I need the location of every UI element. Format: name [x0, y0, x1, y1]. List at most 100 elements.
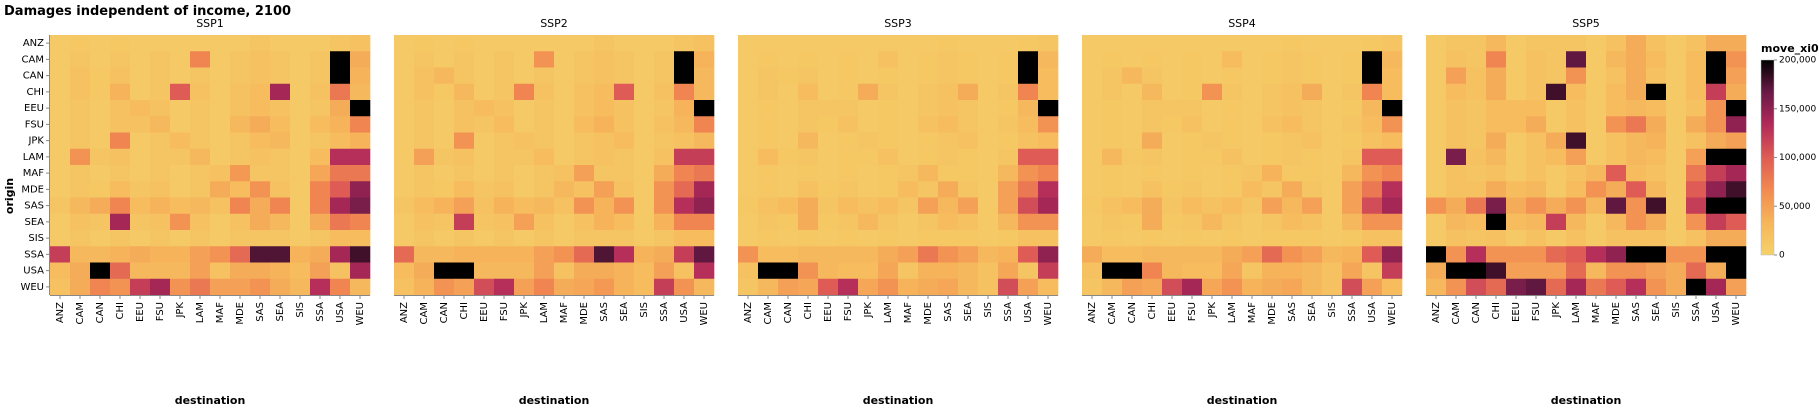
heatmap-cell	[210, 83, 231, 101]
heatmap-cell	[1686, 262, 1707, 280]
heatmap-cell	[1666, 230, 1687, 247]
heatmap-cell	[1342, 262, 1363, 280]
heatmap-cell	[1486, 165, 1507, 182]
heatmap-cell	[1302, 213, 1323, 231]
heatmap-cell	[434, 262, 455, 280]
heatmap-cell	[1706, 197, 1727, 215]
heatmap-cell	[1362, 278, 1383, 296]
heatmap-cell	[270, 278, 291, 296]
heatmap-cell	[1122, 230, 1143, 247]
heatmap-cell	[1426, 35, 1447, 52]
heatmap-cell	[1486, 51, 1507, 68]
heatmap-cell	[554, 246, 575, 263]
heatmap-cell	[434, 278, 455, 296]
heatmap-cell	[514, 197, 535, 215]
heatmap-cell	[758, 165, 779, 182]
heatmap-cell	[858, 230, 879, 247]
heatmap-cell	[998, 35, 1019, 52]
heatmap-cell	[1362, 230, 1383, 247]
heatmap-cell	[1322, 67, 1343, 85]
heatmap-cell	[1262, 83, 1283, 101]
heatmap-cell	[1566, 35, 1587, 52]
x-tick-label: USA	[1023, 302, 1034, 323]
heatmap-cell	[1122, 83, 1143, 101]
heatmap-cell	[574, 197, 595, 215]
heatmap-cell	[1586, 148, 1607, 166]
heatmap-cell	[474, 197, 495, 215]
heatmap-cell	[1342, 278, 1363, 296]
heatmap-cell	[1302, 165, 1323, 182]
heatmap-cell	[110, 116, 131, 133]
heatmap-cell	[330, 116, 351, 133]
x-tick-label: CAN	[1127, 302, 1138, 323]
heatmap-cell	[1606, 213, 1627, 231]
heatmap-cell	[1322, 262, 1343, 280]
heatmap-cell	[434, 83, 455, 101]
heatmap-cell	[878, 35, 899, 52]
heatmap-cell	[290, 51, 311, 68]
heatmap-cell	[674, 148, 695, 166]
x-tick-label: JPK	[175, 302, 186, 319]
heatmap-cell	[1506, 51, 1527, 68]
heatmap-cell	[514, 132, 535, 150]
heatmap-cell	[190, 116, 211, 133]
heatmap-cell	[454, 181, 475, 198]
heatmap-cell	[1038, 148, 1059, 166]
heatmap-cell	[1382, 246, 1403, 263]
x-tick-label: CAN	[439, 302, 450, 323]
heatmap-cell	[838, 181, 859, 198]
heatmap-cell	[1242, 230, 1263, 247]
heatmap-cell	[1222, 246, 1243, 263]
heatmap-cell	[1362, 262, 1383, 280]
heatmap-cell	[130, 165, 151, 182]
heatmap-cell	[838, 246, 859, 263]
heatmap-cell	[1566, 197, 1587, 215]
heatmap-cell	[1566, 148, 1587, 166]
heatmap-cell	[694, 262, 715, 280]
heatmap-cell	[494, 35, 515, 52]
heatmap-cell	[1706, 116, 1727, 133]
heatmap-cell	[958, 230, 979, 247]
heatmap-cell	[110, 246, 131, 263]
heatmap-cell	[50, 67, 71, 85]
heatmap-cell	[1222, 132, 1243, 150]
x-tick-label: CHI	[1147, 302, 1158, 319]
x-tick-label: FSU	[155, 302, 166, 321]
heatmap-cell	[1018, 181, 1039, 198]
heatmap-cell	[858, 213, 879, 231]
heatmap-cell	[958, 278, 979, 296]
heatmap-cell	[130, 213, 151, 231]
heatmap-cell	[1282, 262, 1303, 280]
heatmap-cell	[1626, 246, 1647, 263]
heatmap-cell	[50, 148, 71, 166]
heatmap-cell	[898, 100, 919, 117]
x-tick-label: WEU	[1731, 302, 1742, 326]
heatmap-cell	[210, 278, 231, 296]
x-tick-label: EEU	[1511, 302, 1522, 322]
heatmap-cell	[918, 165, 939, 182]
heatmap-cell	[190, 262, 211, 280]
heatmap-cell	[474, 132, 495, 150]
facet-title: SSP1	[196, 17, 224, 30]
heatmap-cell	[1686, 148, 1707, 166]
heatmap-cell	[1646, 116, 1667, 133]
heatmap-cell	[1282, 197, 1303, 215]
heatmap-cell	[1706, 181, 1727, 198]
heatmap-cell	[1362, 181, 1383, 198]
heatmap-cell	[654, 230, 675, 247]
heatmap-cell	[1486, 35, 1507, 52]
heatmap-cell	[614, 132, 635, 150]
heatmap-cell	[554, 35, 575, 52]
heatmap-cell	[1242, 132, 1263, 150]
heatmap-cell	[350, 83, 371, 101]
heatmap-cell	[90, 132, 111, 150]
heatmap-cell	[1506, 230, 1527, 247]
heatmap-cell	[798, 100, 819, 117]
y-tick-label: CHI	[27, 87, 44, 98]
x-tick-label: CAN	[783, 302, 794, 323]
heatmap-cell	[654, 51, 675, 68]
heatmap-cell	[878, 230, 899, 247]
heatmap-cell	[918, 278, 939, 296]
heatmap-cell	[778, 35, 799, 52]
x-tick-label: CHI	[115, 302, 126, 319]
